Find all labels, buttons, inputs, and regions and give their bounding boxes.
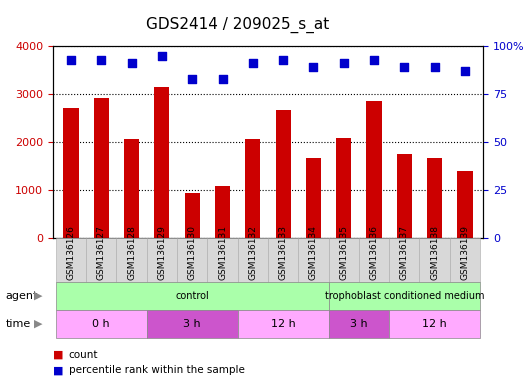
- Text: 3 h: 3 h: [183, 319, 201, 329]
- Bar: [427, 158, 442, 238]
- Point: [340, 60, 348, 66]
- Point: [158, 53, 166, 59]
- Text: GSM136127: GSM136127: [97, 225, 106, 280]
- Text: ■: ■: [53, 350, 63, 360]
- Point: [249, 60, 257, 66]
- Bar: [457, 171, 473, 238]
- Bar: [276, 111, 291, 238]
- Text: GSM136135: GSM136135: [339, 225, 348, 280]
- Text: GSM136126: GSM136126: [67, 225, 76, 280]
- Bar: [215, 186, 230, 238]
- Point: [309, 64, 318, 70]
- Text: ▶: ▶: [34, 291, 42, 301]
- Text: GSM136137: GSM136137: [400, 225, 409, 280]
- Text: GSM136133: GSM136133: [279, 225, 288, 280]
- Point: [97, 56, 106, 63]
- Point: [127, 60, 136, 66]
- Point: [279, 56, 287, 63]
- Text: trophoblast conditioned medium: trophoblast conditioned medium: [325, 291, 484, 301]
- Text: percentile rank within the sample: percentile rank within the sample: [69, 365, 244, 375]
- Bar: [366, 101, 382, 238]
- Text: agent: agent: [5, 291, 37, 301]
- Text: 12 h: 12 h: [271, 319, 296, 329]
- Point: [188, 76, 196, 82]
- Bar: [93, 98, 109, 238]
- Bar: [336, 138, 351, 238]
- Text: GSM136132: GSM136132: [248, 225, 257, 280]
- Bar: [245, 139, 260, 238]
- Text: GSM136139: GSM136139: [460, 225, 469, 280]
- Bar: [154, 87, 169, 238]
- Point: [67, 56, 75, 63]
- Text: GSM136131: GSM136131: [218, 225, 227, 280]
- Text: GSM136129: GSM136129: [157, 225, 166, 280]
- Text: 0 h: 0 h: [92, 319, 110, 329]
- Text: ▶: ▶: [34, 319, 42, 329]
- Bar: [185, 194, 200, 238]
- Text: GDS2414 / 209025_s_at: GDS2414 / 209025_s_at: [146, 17, 329, 33]
- Point: [430, 64, 439, 70]
- Text: count: count: [69, 350, 98, 360]
- Point: [370, 56, 378, 63]
- Text: GSM136130: GSM136130: [187, 225, 197, 280]
- Bar: [306, 158, 321, 238]
- Text: ■: ■: [53, 365, 63, 375]
- Text: GSM136128: GSM136128: [127, 225, 136, 280]
- Point: [218, 76, 227, 82]
- Bar: [124, 139, 139, 238]
- Bar: [397, 154, 412, 238]
- Bar: [63, 109, 79, 238]
- Text: GSM136138: GSM136138: [430, 225, 439, 280]
- Text: 3 h: 3 h: [350, 319, 367, 329]
- Point: [400, 64, 409, 70]
- Point: [461, 68, 469, 74]
- Text: GSM136136: GSM136136: [370, 225, 379, 280]
- Text: GSM136134: GSM136134: [309, 225, 318, 280]
- Text: time: time: [5, 319, 31, 329]
- Text: control: control: [175, 291, 209, 301]
- Text: 12 h: 12 h: [422, 319, 447, 329]
